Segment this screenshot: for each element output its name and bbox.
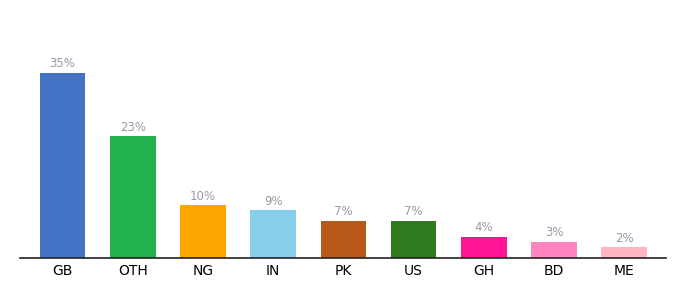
Bar [250, 210, 296, 258]
Bar [110, 136, 156, 258]
Text: 3%: 3% [545, 226, 563, 239]
Text: 2%: 2% [615, 232, 634, 245]
Bar [39, 73, 86, 258]
Bar [461, 237, 507, 258]
Bar [320, 221, 367, 258]
Bar [531, 242, 577, 258]
Text: 10%: 10% [190, 190, 216, 202]
Text: 7%: 7% [405, 206, 423, 218]
Bar [180, 205, 226, 258]
Text: 35%: 35% [50, 57, 75, 70]
Text: 23%: 23% [120, 121, 146, 134]
Bar [391, 221, 437, 258]
Text: 7%: 7% [334, 206, 353, 218]
Bar [601, 248, 647, 258]
Text: 9%: 9% [264, 195, 282, 208]
Text: 4%: 4% [475, 221, 493, 234]
